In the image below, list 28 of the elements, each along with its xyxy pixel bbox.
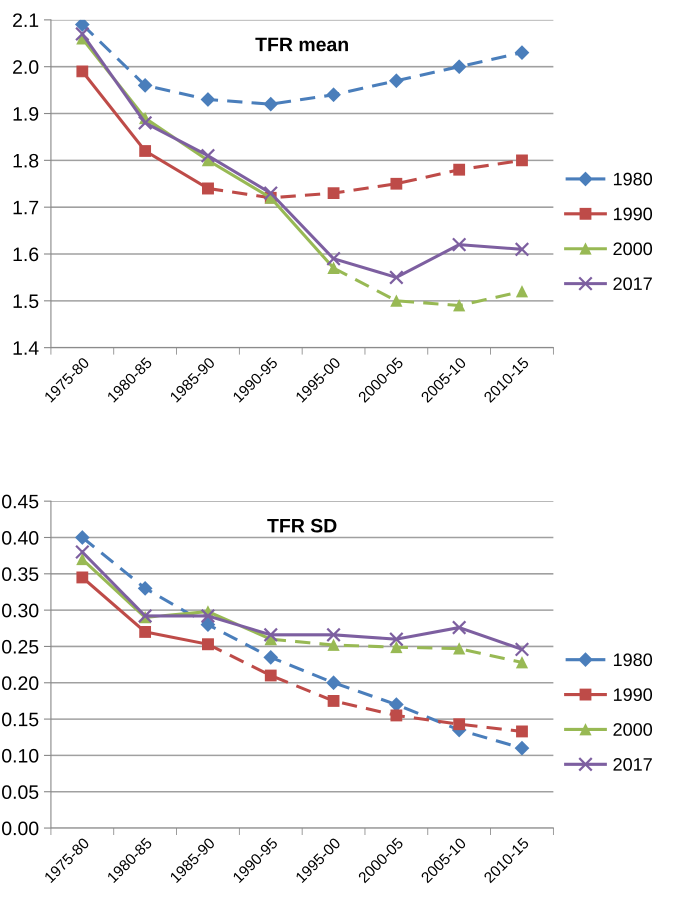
y-tick-label: 0.20 xyxy=(2,676,38,690)
y-tick-label: 0.25 xyxy=(2,640,38,654)
text: TFR SD xyxy=(267,518,336,533)
legend-label: 2000 xyxy=(613,242,652,256)
y-tick-label: 0.10 xyxy=(2,748,38,763)
y-tick-label: 0.15 xyxy=(2,712,38,726)
y-tick-label: 1.8 xyxy=(14,154,38,168)
y-tick-label: 2.1 xyxy=(13,13,38,27)
y-tick-label: 0.35 xyxy=(2,567,38,582)
y-tick-label: 2.0 xyxy=(13,60,38,74)
y-tick-label: 0.00 xyxy=(2,822,38,836)
legend-label: 1980 xyxy=(614,172,652,186)
y-tick-label: 1.7 xyxy=(14,200,38,214)
text: TFR mean xyxy=(255,38,348,52)
legend-label: 2017 xyxy=(613,758,652,771)
y-tick-label: 1.9 xyxy=(14,106,38,121)
legend-label: 2017 xyxy=(613,277,652,290)
y-tick-label: 1.5 xyxy=(14,294,38,308)
legend-label: 2000 xyxy=(613,723,652,736)
y-tick-label: 0.05 xyxy=(2,785,38,799)
legend-label: 1980 xyxy=(614,653,652,666)
legend-label: 1990 xyxy=(614,208,652,220)
y-tick-label: 1.4 xyxy=(14,341,39,355)
y-tick-label: 0.45 xyxy=(2,494,38,508)
legend-label: 1990 xyxy=(614,688,652,702)
y-tick-label: 0.40 xyxy=(2,530,38,545)
y-tick-label: 0.30 xyxy=(2,604,38,618)
y-tick-label: 1.6 xyxy=(14,247,38,262)
